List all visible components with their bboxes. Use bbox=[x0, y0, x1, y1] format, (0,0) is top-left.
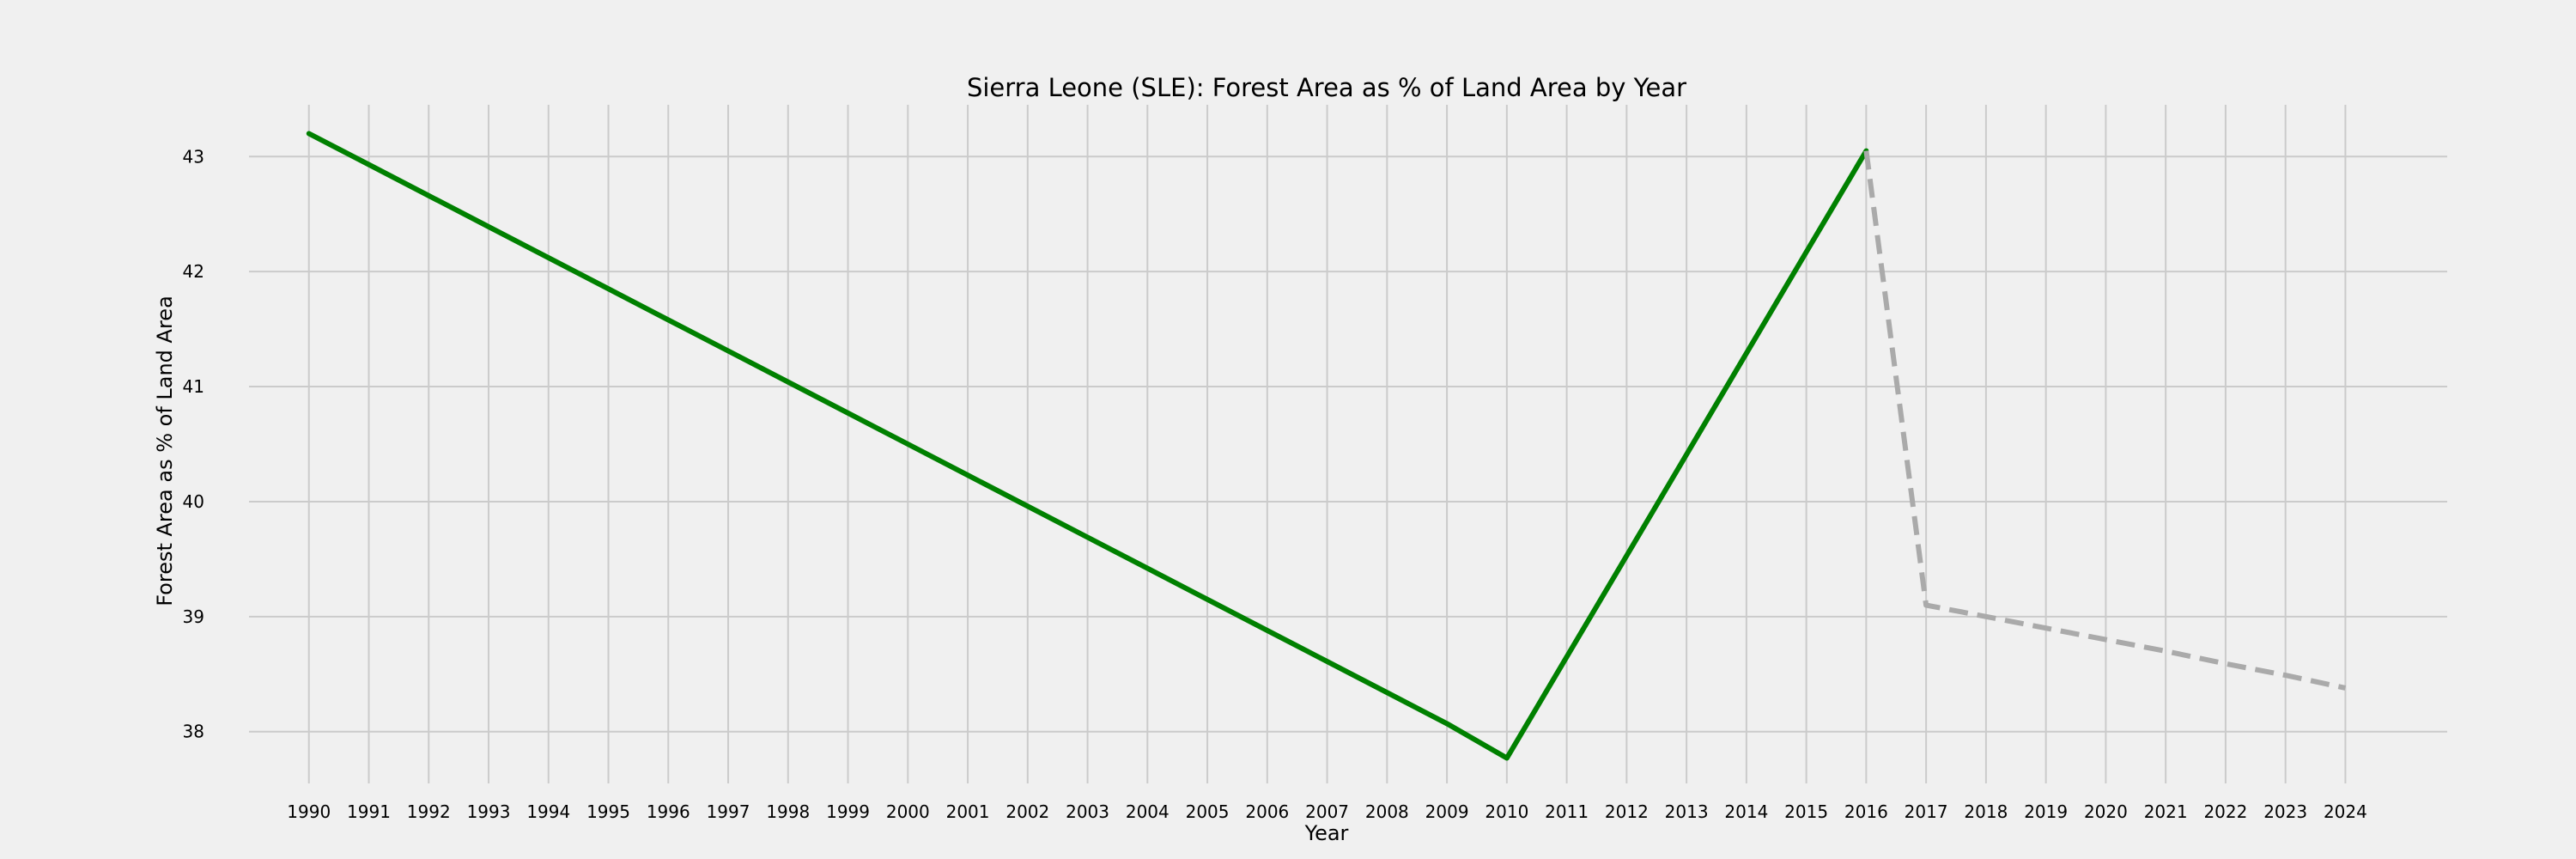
tick-labels: 1990 1991 1992 1993 1994 1995 1996 1997 1998 1999… bbox=[183, 146, 2367, 822]
x-tick-label: 2024 bbox=[2324, 801, 2367, 822]
x-tick-label: 1994 bbox=[526, 801, 570, 822]
x-tick-label: 1996 bbox=[647, 801, 690, 822]
x-tick-label: 2001 bbox=[946, 801, 990, 822]
y-tick-label: 38 bbox=[183, 722, 204, 742]
x-tick-label: 1995 bbox=[586, 801, 630, 822]
x-tick-label: 2020 bbox=[2084, 801, 2128, 822]
x-tick-label: 1998 bbox=[766, 801, 810, 822]
series-line-dashed bbox=[1863, 150, 2347, 691]
series-line-solid bbox=[306, 131, 1869, 761]
x-tick-label: 2023 bbox=[2263, 801, 2307, 822]
x-tick-label: 2018 bbox=[1964, 801, 2008, 822]
x-tick-label: 2019 bbox=[2024, 801, 2068, 822]
x-tick-label: 2006 bbox=[1245, 801, 1289, 822]
x-tick-label: 2017 bbox=[1905, 801, 1948, 822]
x-tick-label: 1997 bbox=[707, 801, 750, 822]
y-axis-label: Forest Area as % of Land Area bbox=[153, 295, 177, 606]
x-tick-label: 2003 bbox=[1066, 801, 1109, 822]
y-tick-label: 42 bbox=[183, 261, 204, 282]
x-tick-label: 2013 bbox=[1665, 801, 1709, 822]
series-lines bbox=[306, 131, 2347, 761]
x-axis-label: Year bbox=[1304, 821, 1349, 845]
x-tick-label: 2009 bbox=[1425, 801, 1469, 822]
grid-lines bbox=[249, 105, 2447, 783]
x-tick-label: 2002 bbox=[1005, 801, 1049, 822]
x-tick-label: 2021 bbox=[2144, 801, 2188, 822]
x-tick-label: 2010 bbox=[1485, 801, 1528, 822]
chart-title: Sierra Leone (SLE): Forest Area as % of … bbox=[967, 73, 1686, 102]
x-tick-label: 2000 bbox=[886, 801, 930, 822]
x-tick-label: 2015 bbox=[1784, 801, 1828, 822]
x-tick-label: 2008 bbox=[1365, 801, 1409, 822]
x-tick-label: 2016 bbox=[1844, 801, 1888, 822]
x-tick-label: 2011 bbox=[1545, 801, 1589, 822]
x-tick-label: 1991 bbox=[347, 801, 391, 822]
x-tick-label: 2007 bbox=[1305, 801, 1349, 822]
x-tick-label: 1992 bbox=[407, 801, 451, 822]
x-tick-label: 2005 bbox=[1186, 801, 1230, 822]
x-tick-label: 2022 bbox=[2203, 801, 2247, 822]
x-tick-label: 2014 bbox=[1724, 801, 1768, 822]
x-tick-label: 2012 bbox=[1605, 801, 1649, 822]
x-tick-label: 1993 bbox=[467, 801, 511, 822]
y-tick-label: 41 bbox=[183, 376, 204, 397]
y-tick-label: 39 bbox=[183, 606, 204, 627]
x-tick-label: 1990 bbox=[287, 801, 331, 822]
y-tick-label: 40 bbox=[183, 491, 204, 512]
x-tick-label: 1999 bbox=[826, 801, 870, 822]
x-tick-label: 2004 bbox=[1126, 801, 1170, 822]
y-tick-label: 43 bbox=[183, 146, 204, 167]
